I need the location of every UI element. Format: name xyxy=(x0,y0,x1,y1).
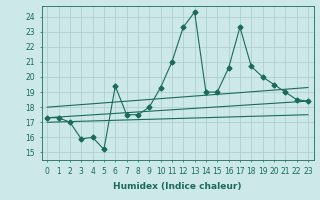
X-axis label: Humidex (Indice chaleur): Humidex (Indice chaleur) xyxy=(113,182,242,190)
